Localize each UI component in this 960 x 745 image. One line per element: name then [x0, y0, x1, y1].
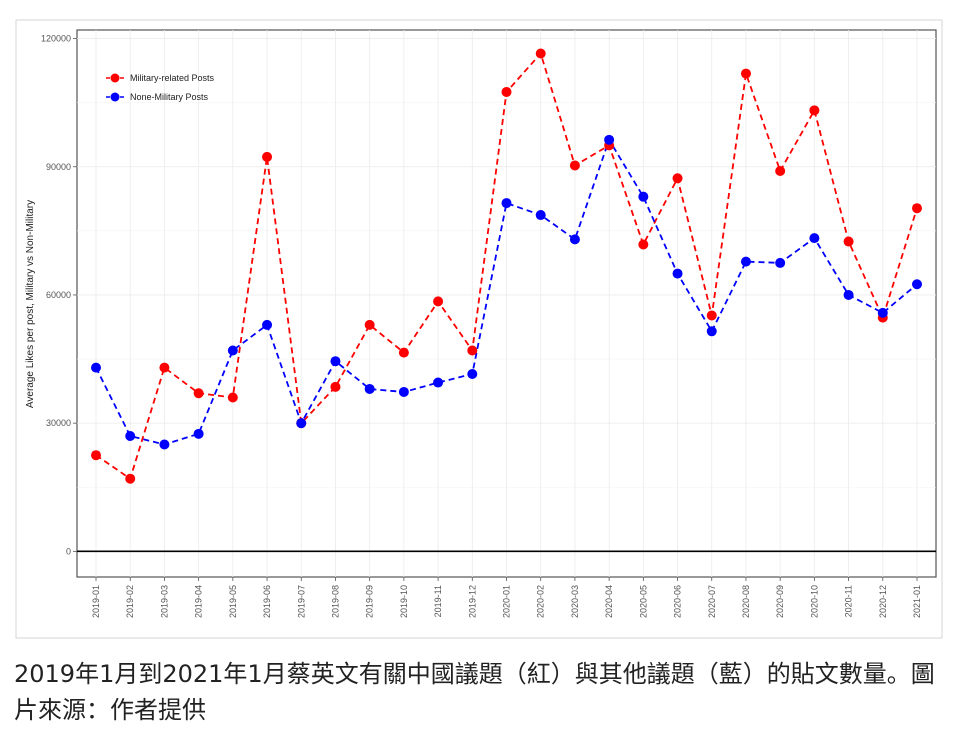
y-tick-label: 120000: [41, 34, 71, 44]
data-point-series-1: [91, 362, 101, 373]
data-point-series-0: [638, 239, 649, 250]
x-tick-label: 2019-05: [228, 585, 238, 618]
figure-caption: 2019年1月到2021年1月蔡英文有關中國議題（紅）與其他議題（藍）的貼文數量…: [14, 660, 935, 724]
data-point-series-0: [809, 105, 820, 116]
data-point-series-1: [809, 233, 820, 244]
data-point-series-1: [262, 319, 273, 330]
x-tick-label: 2020-11: [844, 585, 854, 617]
data-point-series-0: [912, 203, 922, 214]
x-tick-label: 2020-04: [604, 585, 614, 618]
x-tick-label: 2019-08: [330, 585, 340, 618]
x-tick-label: 2020-12: [878, 585, 888, 618]
data-point-series-1: [467, 369, 478, 380]
data-point-series-1: [364, 383, 375, 394]
data-point-series-1: [296, 418, 307, 429]
series-group: [91, 48, 922, 484]
data-point-series-1: [706, 326, 717, 337]
x-tick-label: 2019-01: [91, 585, 101, 618]
data-point-series-1: [159, 439, 170, 450]
x-tick-label: 2019-10: [399, 585, 409, 618]
data-point-series-1: [193, 428, 204, 439]
x-tick-label: 2019-11: [433, 585, 443, 617]
x-tick-label: 2020-05: [638, 585, 648, 618]
x-tick-label: 2020-03: [570, 585, 580, 618]
x-tick-label: 2019-07: [296, 585, 306, 618]
x-tick-label: 2019-06: [262, 585, 272, 618]
data-point-series-0: [227, 392, 238, 403]
data-point-series-1: [638, 191, 649, 202]
x-tick-label: 2020-01: [502, 585, 512, 618]
data-point-series-1: [501, 198, 512, 209]
data-point-series-1: [877, 307, 888, 318]
data-point-series-0: [364, 319, 375, 330]
data-point-series-1: [330, 356, 341, 367]
data-point-series-1: [569, 234, 580, 245]
line-chart: 0 30000 60000 90000 120000 2019-01 2019-02 2019…: [15, 19, 943, 639]
data-point-series-1: [604, 134, 615, 145]
legend-marker-military: [110, 73, 120, 83]
y-tick-label: 60000: [46, 290, 71, 300]
data-point-series-0: [467, 345, 478, 356]
data-point-series-0: [91, 450, 101, 461]
data-point-series-1: [125, 430, 136, 441]
data-point-series-0: [262, 151, 273, 162]
x-tick-label: 2019-02: [125, 585, 135, 618]
y-tick-label: 30000: [46, 418, 71, 428]
x-tick-label: 2020-08: [741, 585, 751, 618]
x-tick-label: 2019-04: [194, 585, 204, 618]
x-tick-label: 2019-12: [467, 585, 477, 618]
axes: 0 30000 60000 90000 120000 2019-01 2019-02 2019…: [41, 34, 936, 618]
data-point-series-0: [398, 347, 409, 358]
x-tick-label: 2020-06: [673, 585, 683, 618]
data-point-series-0: [775, 166, 786, 177]
data-point-series-0: [159, 362, 170, 373]
y-axis-label: Average Likes per post, Military vs Non-…: [25, 200, 36, 408]
legend-marker-non-military: [110, 92, 120, 102]
y-tick-label: 0: [66, 546, 71, 556]
data-point-series-0: [433, 296, 444, 307]
data-point-series-0: [193, 388, 204, 399]
data-point-series-0: [125, 473, 136, 484]
data-point-series-1: [912, 279, 922, 290]
x-tick-label: 2020-10: [809, 585, 819, 618]
data-point-series-0: [843, 236, 854, 247]
x-tick-label: 2020-07: [707, 585, 717, 618]
data-point-series-0: [501, 86, 512, 97]
data-point-series-0: [740, 68, 751, 79]
data-point-series-0: [330, 381, 341, 392]
legend: Military-related Posts None-Military Pos…: [106, 73, 215, 102]
x-tick-label: 2020-02: [536, 585, 546, 618]
y-tick-label: 90000: [46, 162, 71, 172]
data-point-series-1: [227, 345, 238, 356]
data-point-series-0: [706, 310, 717, 321]
data-point-series-1: [535, 210, 546, 221]
legend-label-military: Military-related Posts: [130, 73, 215, 83]
data-point-series-1: [398, 386, 409, 397]
legend-label-non-military: None-Military Posts: [130, 92, 209, 102]
gridlines: [77, 30, 936, 577]
x-tick-label: 2019-03: [159, 585, 169, 618]
x-tick-label: 2019-09: [365, 585, 375, 618]
data-point-series-1: [433, 377, 444, 388]
data-point-series-1: [775, 257, 786, 268]
data-point-series-1: [843, 289, 854, 300]
data-point-series-1: [672, 268, 683, 279]
data-point-series-1: [740, 256, 751, 267]
data-point-series-0: [672, 173, 683, 184]
x-tick-label: 2020-09: [775, 585, 785, 618]
x-tick-label: 2021-01: [912, 585, 922, 618]
data-point-series-0: [535, 48, 546, 59]
data-point-series-0: [569, 160, 580, 171]
